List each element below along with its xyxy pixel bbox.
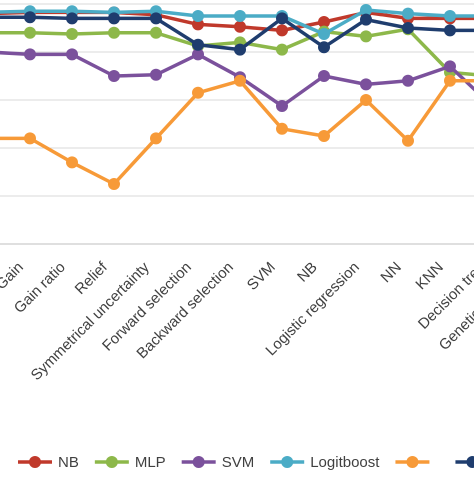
data-point-nb-5 — [192, 18, 204, 31]
data-point-series-6-8 — [318, 41, 330, 54]
data-point-series-6-11 — [444, 24, 456, 37]
data-point-mlp-3 — [108, 26, 120, 39]
series-series-6 — [0, 11, 474, 56]
series-series-5 — [0, 74, 474, 190]
data-point-series-5-4 — [150, 132, 162, 145]
legend-item-series-6 — [455, 456, 474, 468]
data-point-series-6-7 — [276, 12, 288, 25]
data-point-svm-3 — [108, 70, 120, 82]
data-point-logitboost-6 — [234, 10, 246, 22]
series-line-series-5 — [0, 79, 474, 186]
data-point-nb-8 — [318, 16, 330, 28]
data-point-series-5-1 — [24, 132, 36, 145]
data-point-series-5-9 — [360, 94, 372, 106]
data-point-mlp-2 — [66, 28, 78, 40]
legend-item-nb: NB — [18, 454, 79, 471]
legend-item-series-5 — [395, 456, 430, 468]
data-point-logitboost-11 — [444, 10, 456, 22]
legend-swatch-marker — [29, 456, 41, 468]
data-point-svm-7 — [276, 100, 288, 112]
data-point-svm-1 — [24, 48, 36, 61]
x-tick-label-nb: NB — [294, 259, 321, 286]
series-lines — [0, 4, 474, 190]
data-point-series-5-5 — [192, 86, 204, 99]
data-point-svm-9 — [360, 78, 372, 91]
data-point-svm-5 — [192, 48, 204, 61]
data-point-logitboost-10 — [402, 7, 414, 20]
data-point-series-6-9 — [360, 13, 372, 26]
data-point-mlp-7 — [276, 43, 288, 56]
x-tick-label-nn: NN — [377, 259, 404, 286]
data-point-series-5-8 — [318, 130, 330, 142]
legend-label: SVM — [222, 454, 255, 471]
legend-label: Logitboost — [310, 454, 380, 471]
data-point-svm-4 — [150, 68, 162, 81]
data-point-series-6-2 — [66, 12, 78, 25]
x-tick-label-knn: KNN — [412, 259, 446, 293]
data-point-series-6-10 — [402, 22, 414, 34]
data-point-series-5-7 — [276, 122, 288, 135]
legend-swatch-marker — [406, 456, 419, 468]
x-tick-label-svm: SVM — [244, 259, 279, 294]
legend-swatch-marker — [466, 456, 474, 468]
data-point-mlp-1 — [24, 26, 36, 39]
legend-item-svm: SVM — [181, 454, 255, 471]
legend-swatch-marker — [281, 456, 294, 468]
legend-item-mlp: MLP — [94, 454, 166, 471]
legend-swatch-marker — [192, 456, 205, 468]
data-point-series-5-2 — [66, 156, 78, 169]
x-tick-label-relief: Relief — [72, 258, 112, 298]
data-point-series-6-4 — [150, 12, 162, 25]
legend-label: NB — [58, 454, 79, 471]
data-point-series-6-1 — [24, 11, 36, 24]
data-point-logitboost-9 — [360, 4, 372, 16]
data-point-series-6-6 — [234, 43, 246, 56]
legend: NB MLP SVM Logitboost — [18, 454, 474, 471]
data-point-logitboost-5 — [192, 10, 204, 22]
data-point-svm-8 — [318, 70, 330, 82]
data-point-svm-11 — [444, 60, 456, 73]
data-point-series-5-10 — [402, 134, 414, 147]
data-point-logitboost-8 — [318, 28, 330, 40]
data-point-series-6-5 — [192, 38, 204, 51]
data-point-nb-7 — [276, 24, 288, 37]
data-point-nb-6 — [234, 20, 246, 33]
data-point-svm-10 — [402, 74, 414, 87]
legend-swatch-marker — [105, 456, 118, 468]
data-point-series-5-11 — [444, 74, 456, 87]
data-point-mlp-9 — [360, 30, 372, 43]
data-point-series-5-3 — [108, 178, 120, 190]
data-point-series-6-3 — [108, 12, 120, 25]
legend-label: MLP — [135, 454, 166, 471]
data-point-svm-2 — [66, 48, 78, 61]
data-point-mlp-4 — [150, 26, 162, 39]
data-point-series-5-6 — [234, 74, 246, 87]
legend-item-logitboost: Logitboost — [270, 454, 380, 471]
